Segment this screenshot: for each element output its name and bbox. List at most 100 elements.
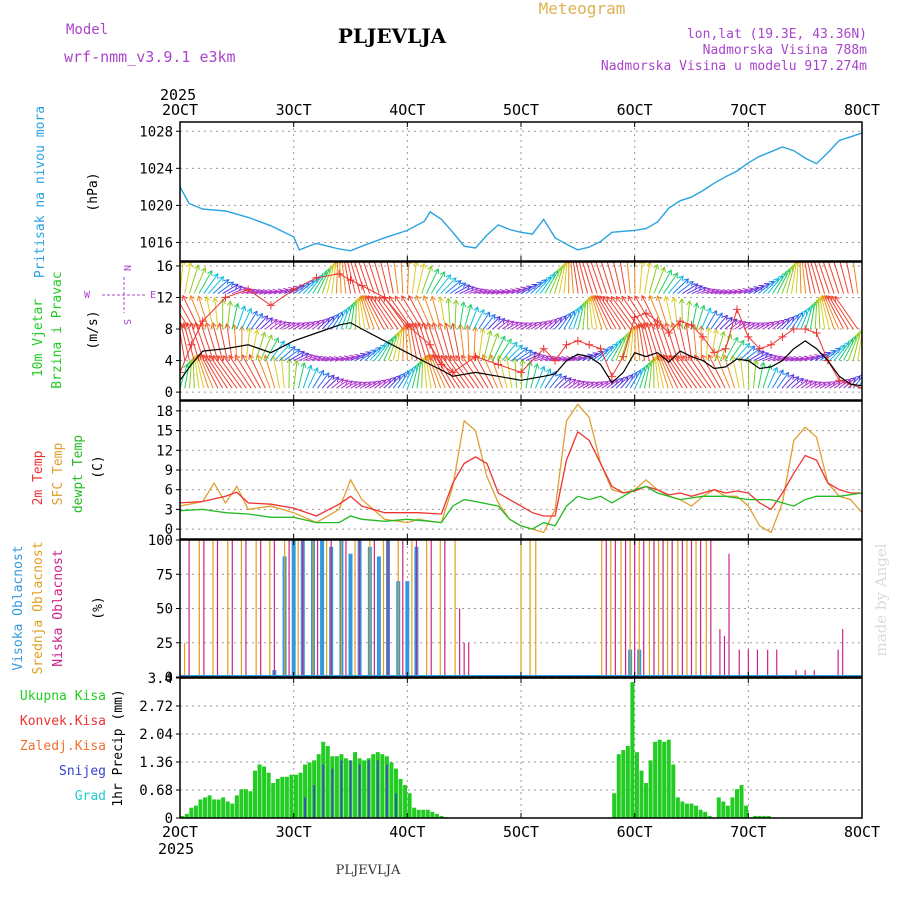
rain-total-bar [744,806,748,818]
ytick-label-cloud: 100 [148,533,173,549]
rain-total-bar [212,799,216,818]
wind-vector [772,370,783,388]
xtick-label-bottom: 5OCT [503,823,539,841]
data-layer [157,133,869,818]
snow-bar [386,764,388,818]
rain-total-bar [362,760,366,818]
rain-total-bar [703,812,707,818]
wind-vector [426,269,438,294]
rain-total-bar [230,804,234,818]
rain-total-bar [735,789,739,818]
wind-unit: (m/s) [86,310,101,349]
wind-arrowhead [371,256,376,261]
rain-total-bar [226,802,230,818]
year-bottom: 2025 [158,840,194,858]
rain-total-bar [289,775,293,818]
wind-vector [215,298,218,329]
wind-gust-marker [722,345,730,353]
cloud-high-bar [320,540,324,677]
altitude: Nadmorska Visina 788m [703,43,868,58]
wind-vector [281,357,284,388]
wind-vector [645,262,650,293]
wind-vector [422,266,432,293]
temp-unit: (C) [91,455,106,478]
wind-vector [515,358,517,388]
tick-layer: 1016102010241028048121603691215180255075… [139,101,880,841]
ytick-label-precip: 0.68 [139,783,173,799]
compass-n: N [121,265,132,271]
xtick-label-top: 6OCT [617,101,653,119]
panel-frame-pressure [180,122,862,261]
rain-total-bar [353,752,357,818]
wind-vector [740,357,744,388]
wind-vector [469,307,478,329]
ytick-label-temperature: 6 [165,483,173,499]
wind-arrowhead [348,256,353,261]
wind-vector [298,363,304,388]
wind-arrowhead [345,256,350,261]
watermark: made by Angel [872,543,890,656]
rain-total-bar [380,754,384,818]
wind-arrowhead [174,325,179,330]
footer-station: PLJEVLJA [336,863,401,878]
rain-total-bar [667,740,671,818]
pressure-label: Pritisak na nivou mora [33,106,48,278]
ytick-label-temperature: 9 [165,463,173,479]
ytick-label-precip: 1.36 [139,755,173,771]
wind-vector [640,260,643,293]
rain-total-bar [399,779,403,818]
wind-vector [460,302,464,329]
rain-total-bar [644,783,648,818]
model-altitude: Nadmorska Visina u modelu 917.274m [601,59,867,74]
wind-vector [507,356,512,388]
rain-total-bar [203,797,207,818]
lonlat: lon,lat (19.3E, 43.36N) [687,27,867,42]
snow-bar [304,797,306,818]
wind-vector [622,296,644,329]
ytick-label-cloud: 50 [156,602,173,618]
rain-total-bar [612,793,616,818]
rain-total-bar [344,758,348,818]
rain-total-bar [417,810,421,818]
wind-label-2: Brzina i Pravac [50,271,65,388]
rain-total-bar [671,764,675,818]
rain-total-bar [690,804,694,818]
rain-label-total: Ukupna Kisa [20,689,106,704]
ytick-label-wind: 4 [165,354,173,370]
xtick-label-top: 3OCT [276,101,312,119]
xtick-label-bottom: 8OCT [844,823,880,841]
wind-gust-marker [574,337,582,345]
xtick-label-bottom: 6OCT [617,823,653,841]
wind-gust-marker [562,341,570,349]
rain-total-bar [239,789,243,818]
wind-arrowhead [366,256,371,261]
wind-vector [455,300,456,329]
wind-arrowhead [808,256,813,261]
wind-vector [185,263,191,294]
rain-total-bar [426,810,430,818]
xtick-label-bottom: 3OCT [276,823,312,841]
xtick-label-bottom: 4OCT [389,823,425,841]
wind-vector [403,327,404,361]
wind-vector [189,265,198,293]
wind-vector [659,270,671,293]
ytick-label-pressure: 1016 [139,235,173,251]
ytick-label-precip: 3.4 [148,671,173,687]
compass-e: E [150,290,156,301]
ytick-label-temperature: 3 [165,502,173,518]
ytick-label-wind: 8 [165,322,173,338]
rain-total-bar [244,789,248,818]
precip-unit: 1hr Precip (mm) [111,689,126,806]
grid-layer [180,122,862,818]
xtick-label-top: 2OCT [162,101,198,119]
rain-total-bar [389,762,393,818]
rain-total-bar [408,793,412,818]
wind-gust-marker [585,341,593,349]
xtick-label-top: 5OCT [503,101,539,119]
rain-total-bar [248,791,252,818]
rain-total-bar [317,754,321,818]
cloud-label-high: Visoka Oblacnost [11,545,26,670]
rain-total-bar [639,771,643,818]
wind-arrowhead [831,256,836,261]
